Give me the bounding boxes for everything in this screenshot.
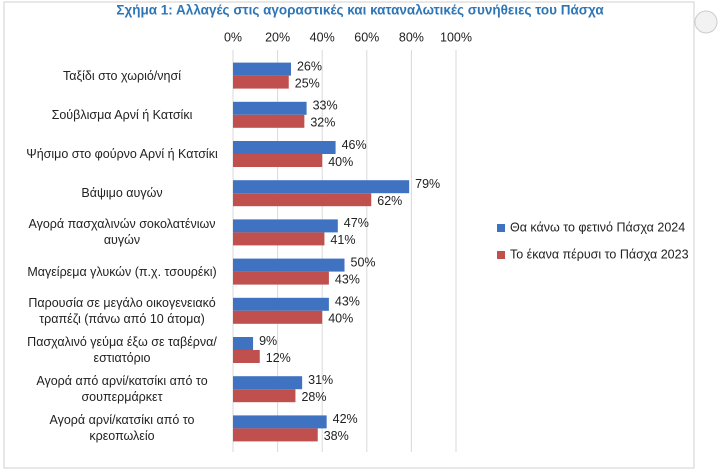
value-label: 43% [335, 272, 360, 286]
chart-title: Σχήμα 1: Αλλαγές στις αγοραστικές και κα… [116, 3, 604, 18]
bar [233, 62, 291, 76]
bar [233, 193, 372, 207]
value-label: 32% [310, 116, 335, 130]
y-tick-label: Αγορά από αρνί/κατσίκι από το σουπερμάρκ… [36, 374, 208, 405]
value-label: 47% [344, 216, 369, 230]
bar [233, 428, 318, 442]
value-label: 41% [330, 233, 355, 247]
value-label: 31% [308, 373, 333, 387]
value-label: 40% [328, 155, 353, 169]
bar [233, 389, 296, 403]
value-label: 79% [415, 177, 440, 191]
bar [233, 180, 410, 194]
bar [233, 415, 327, 429]
bar [233, 232, 325, 246]
x-tick-label: 40% [310, 30, 335, 44]
value-label: 40% [328, 312, 353, 326]
value-label: 46% [342, 138, 367, 152]
chart-frame [3, 1, 695, 469]
value-label: 26% [297, 59, 322, 73]
y-tick-label: Βάψιμο αυγών [81, 186, 163, 201]
legend-swatch [497, 224, 505, 232]
bar [233, 154, 323, 167]
x-tick-label: 0% [224, 30, 242, 44]
bar [233, 75, 289, 89]
y-tick-label: Αγορά αρνί/κατσίκι από το κρεοπωλείο [49, 413, 195, 444]
x-tick-label: 100% [440, 30, 472, 44]
legend-swatch [497, 251, 505, 259]
x-tick-label: 80% [399, 30, 424, 44]
value-label: 33% [313, 99, 338, 113]
value-label: 25% [295, 76, 320, 90]
legend-label: Το έκανα πέρυσι το Πάσχα 2023 [510, 247, 689, 261]
bar [233, 114, 305, 128]
bar [233, 310, 323, 324]
y-tick-label: Πασχαλινό γεύμα έξω σε ταβέρνα/εστιατόρι… [27, 334, 217, 365]
value-label: 42% [333, 412, 358, 426]
value-label: 50% [351, 255, 376, 269]
y-tick-label: Ψήσιμο στο φούρνο Αρνί ή Κατσίκι [26, 146, 218, 161]
bar [233, 337, 254, 350]
y-tick-label: Αγορά πασχαλινών σοκολατένιων αυγών [28, 217, 216, 248]
y-tick-label: Παρουσία σε μεγάλο οικογενειακό τραπέζι … [28, 295, 216, 326]
value-label: 38% [324, 429, 349, 443]
value-label: 9% [259, 334, 277, 348]
bar [233, 219, 338, 233]
bar [233, 141, 336, 154]
value-label: 28% [301, 390, 326, 404]
bar [233, 350, 260, 363]
x-tick-label: 20% [265, 30, 290, 44]
legend-label: Θα κάνω το φετινό Πάσχα 2024 [510, 220, 685, 234]
y-tick-label: Σούβλισμα Αρνί ή Κατσίκι [51, 107, 193, 122]
bar [233, 258, 345, 272]
value-label: 62% [377, 194, 402, 208]
bar [233, 297, 329, 311]
bar [233, 376, 303, 390]
x-tick-label: 60% [354, 30, 379, 44]
value-label: 43% [335, 295, 360, 309]
y-tick-label: Ταξίδι στο χωριό/νησί [63, 68, 181, 83]
bar [233, 271, 329, 285]
bar [233, 101, 307, 115]
expand-icon[interactable] [694, 10, 718, 34]
value-label: 12% [266, 351, 291, 365]
y-tick-label: Μαγείρεμα γλυκών (π.χ. τσουρέκι) [27, 264, 217, 279]
